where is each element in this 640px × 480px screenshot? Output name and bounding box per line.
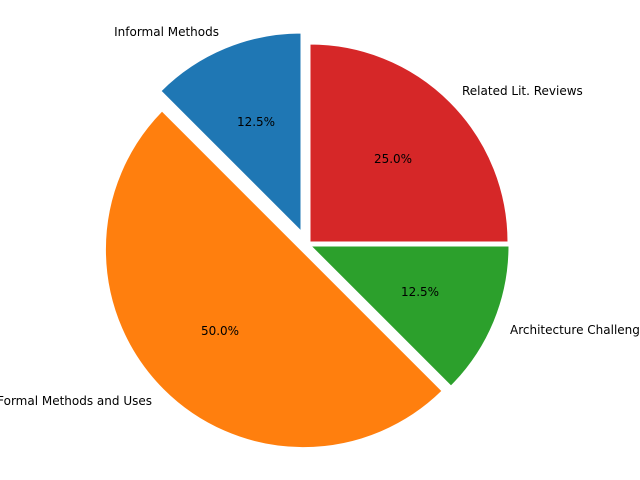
wedge-architecture-challenges [309,245,510,387]
category-label-formal-methods: Formal Methods and Uses [0,394,152,408]
pct-label-informal-methods: 12.5% [237,115,275,129]
wedge-informal-methods [160,32,302,233]
category-label-architecture: Architecture Challenges [510,323,640,337]
wedge-formal-methods-and-uses [104,110,443,449]
category-label-related-lit: Related Lit. Reviews [462,84,583,98]
pct-label-architecture: 12.5% [401,285,439,299]
pct-label-related-lit: 25.0% [374,152,412,166]
pct-label-formal-methods: 50.0% [201,324,239,338]
wedge-related-lit-reviews [309,43,509,243]
category-label-informal-methods: Informal Methods [114,25,219,39]
